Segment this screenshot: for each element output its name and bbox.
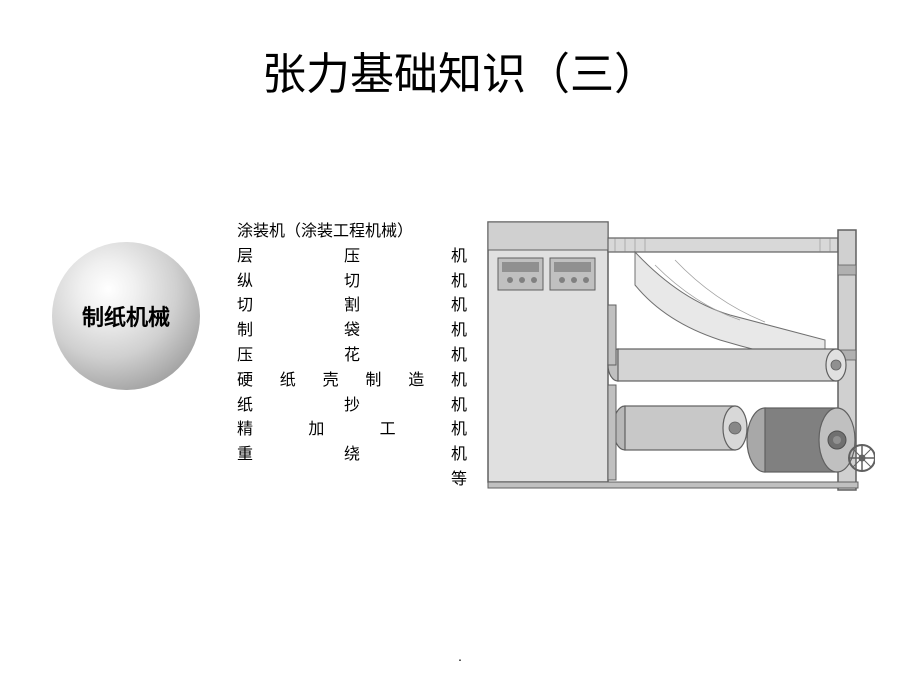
footer-marker: . (458, 650, 462, 666)
sphere-label: 制纸机械 (82, 300, 170, 332)
machine-list-item: 纵切机 (237, 270, 467, 295)
page-title: 张力基础知识（三） (0, 0, 920, 102)
machine-list-item: 精加工机 (237, 418, 467, 443)
paper-machine-illustration (480, 210, 875, 508)
machine-list-item: 压花机 (237, 344, 467, 369)
machine-list-item: 纸抄机 (237, 394, 467, 419)
machine-list-item: 等 (237, 468, 467, 493)
machine-list-item: 制袋机 (237, 319, 467, 344)
machine-list-item: 切割机 (237, 294, 467, 319)
machine-list: 涂装机（涂装工程机械） 层压机 纵切机 切割机 制袋机 压花机 硬纸壳制造机 纸… (237, 220, 467, 493)
machine-list-item: 层压机 (237, 245, 467, 270)
content-area: 制纸机械 涂装机（涂装工程机械） 层压机 纵切机 切割机 制袋机 压花机 硬纸壳… (0, 162, 920, 662)
machine-list-item: 重绕机 (237, 443, 467, 468)
machine-list-header: 涂装机（涂装工程机械） (237, 220, 467, 245)
sphere-graphic: 制纸机械 (52, 242, 200, 390)
machine-list-item: 硬纸壳制造机 (237, 369, 467, 394)
